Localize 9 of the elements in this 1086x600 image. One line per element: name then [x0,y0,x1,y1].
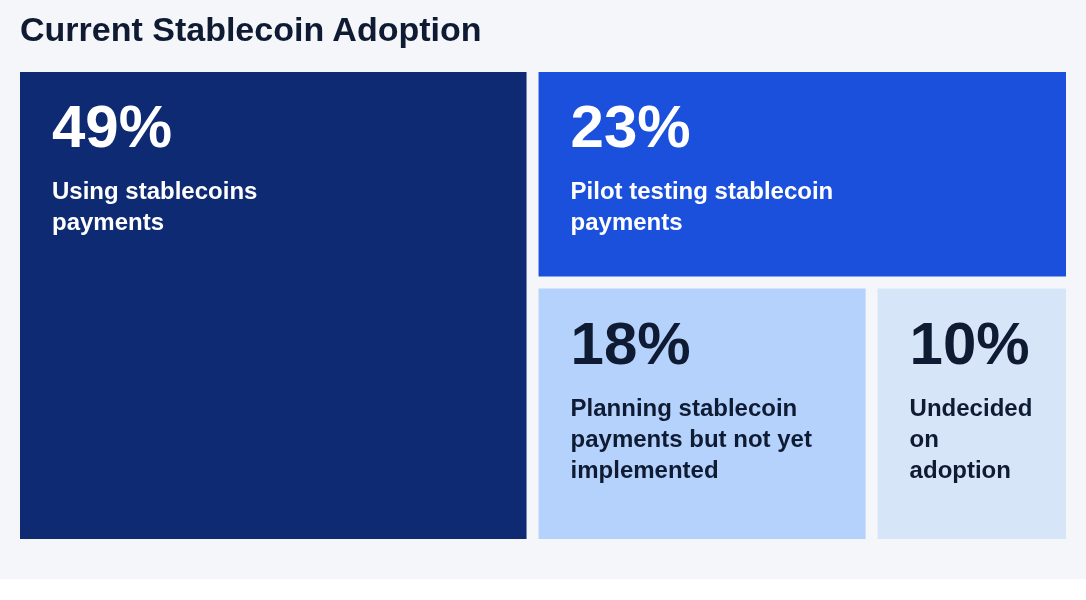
data-label: 23% [570,93,691,160]
data-label: 10% [909,309,1030,377]
text: Current Stablecoin Adoption [20,10,482,48]
category-label: Using stablecoins payments [52,177,258,235]
category-label: Undecided on adoption [909,393,1033,483]
category-label: Pilot testing stablecoin payments [570,177,834,235]
data-label: 18% [570,309,691,377]
category-label: Planning stablecoin payments but not yet implemented [570,393,812,483]
data-label: 49% [52,93,173,160]
